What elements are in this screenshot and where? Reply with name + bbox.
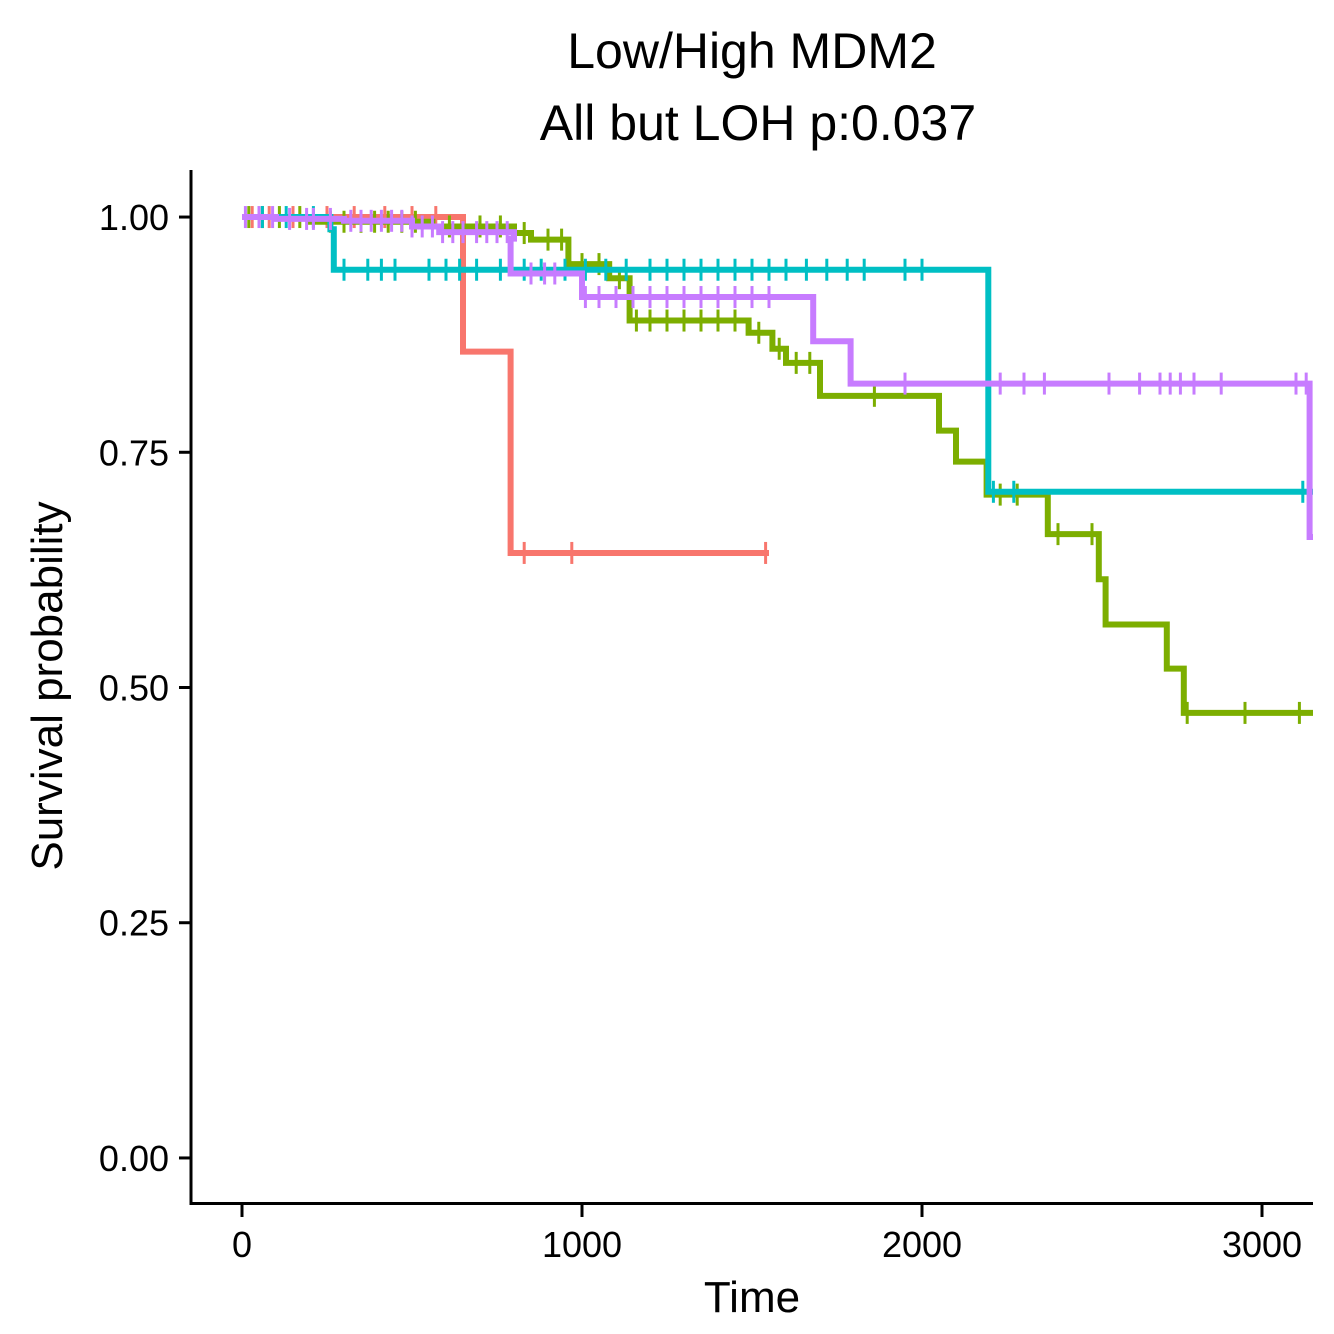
survival-curve-4	[242, 214, 1313, 540]
ticks-layer: 0.00 0.25 0.50 0.75 1.00 0 1000 2000 3000	[99, 197, 1302, 1265]
chart-title-line-2: All but LOH p:0.037	[540, 95, 976, 151]
chart-title: Low/High MDM2 All but LOH p:0.037	[540, 23, 976, 151]
y-tick-label: 0.00	[99, 1138, 169, 1179]
survival-curve-3	[242, 214, 1313, 495]
y-axis-label: Survival probability	[23, 501, 72, 870]
curves-layer	[242, 206, 1313, 724]
y-tick-label: 0.75	[99, 432, 169, 473]
series-1	[242, 206, 769, 564]
series-3	[242, 206, 1313, 503]
x-tick-label: 2000	[882, 1224, 962, 1265]
series-4	[242, 206, 1313, 540]
survival-curve-2	[242, 214, 1313, 716]
y-tick-label: 0.50	[99, 668, 169, 709]
chart-title-line-1: Low/High MDM2	[567, 23, 937, 79]
survival-curve-1	[242, 214, 769, 556]
x-tick-label: 0	[232, 1224, 252, 1265]
x-tick-label: 1000	[542, 1224, 622, 1265]
x-axis-label: Time	[704, 1273, 800, 1322]
y-tick-label: 1.00	[99, 197, 169, 238]
x-tick-label: 3000	[1222, 1224, 1302, 1265]
y-tick-label: 0.25	[99, 903, 169, 944]
series-2	[242, 206, 1313, 724]
